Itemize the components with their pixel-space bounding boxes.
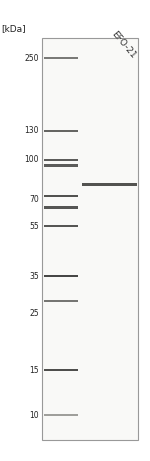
Bar bbox=[82, 183, 136, 186]
Text: 250: 250 bbox=[24, 54, 39, 63]
Text: 10: 10 bbox=[29, 411, 39, 420]
Bar bbox=[44, 275, 78, 278]
Bar bbox=[44, 159, 78, 161]
Text: [kDa]: [kDa] bbox=[2, 24, 26, 33]
Text: 55: 55 bbox=[29, 222, 39, 230]
Text: 25: 25 bbox=[29, 309, 39, 318]
Bar bbox=[44, 207, 78, 209]
Text: 15: 15 bbox=[29, 366, 39, 375]
Bar bbox=[44, 225, 78, 227]
Text: 70: 70 bbox=[29, 195, 39, 204]
Bar bbox=[44, 130, 78, 132]
Text: 100: 100 bbox=[24, 155, 39, 165]
Text: EFO-21: EFO-21 bbox=[109, 30, 137, 61]
Bar bbox=[44, 195, 78, 197]
Bar bbox=[44, 165, 78, 167]
Bar bbox=[44, 414, 78, 416]
Text: 130: 130 bbox=[24, 126, 39, 135]
Bar bbox=[44, 369, 78, 372]
Bar bbox=[42, 38, 138, 440]
Text: 35: 35 bbox=[29, 272, 39, 281]
Bar bbox=[44, 57, 78, 59]
Bar bbox=[44, 300, 78, 302]
